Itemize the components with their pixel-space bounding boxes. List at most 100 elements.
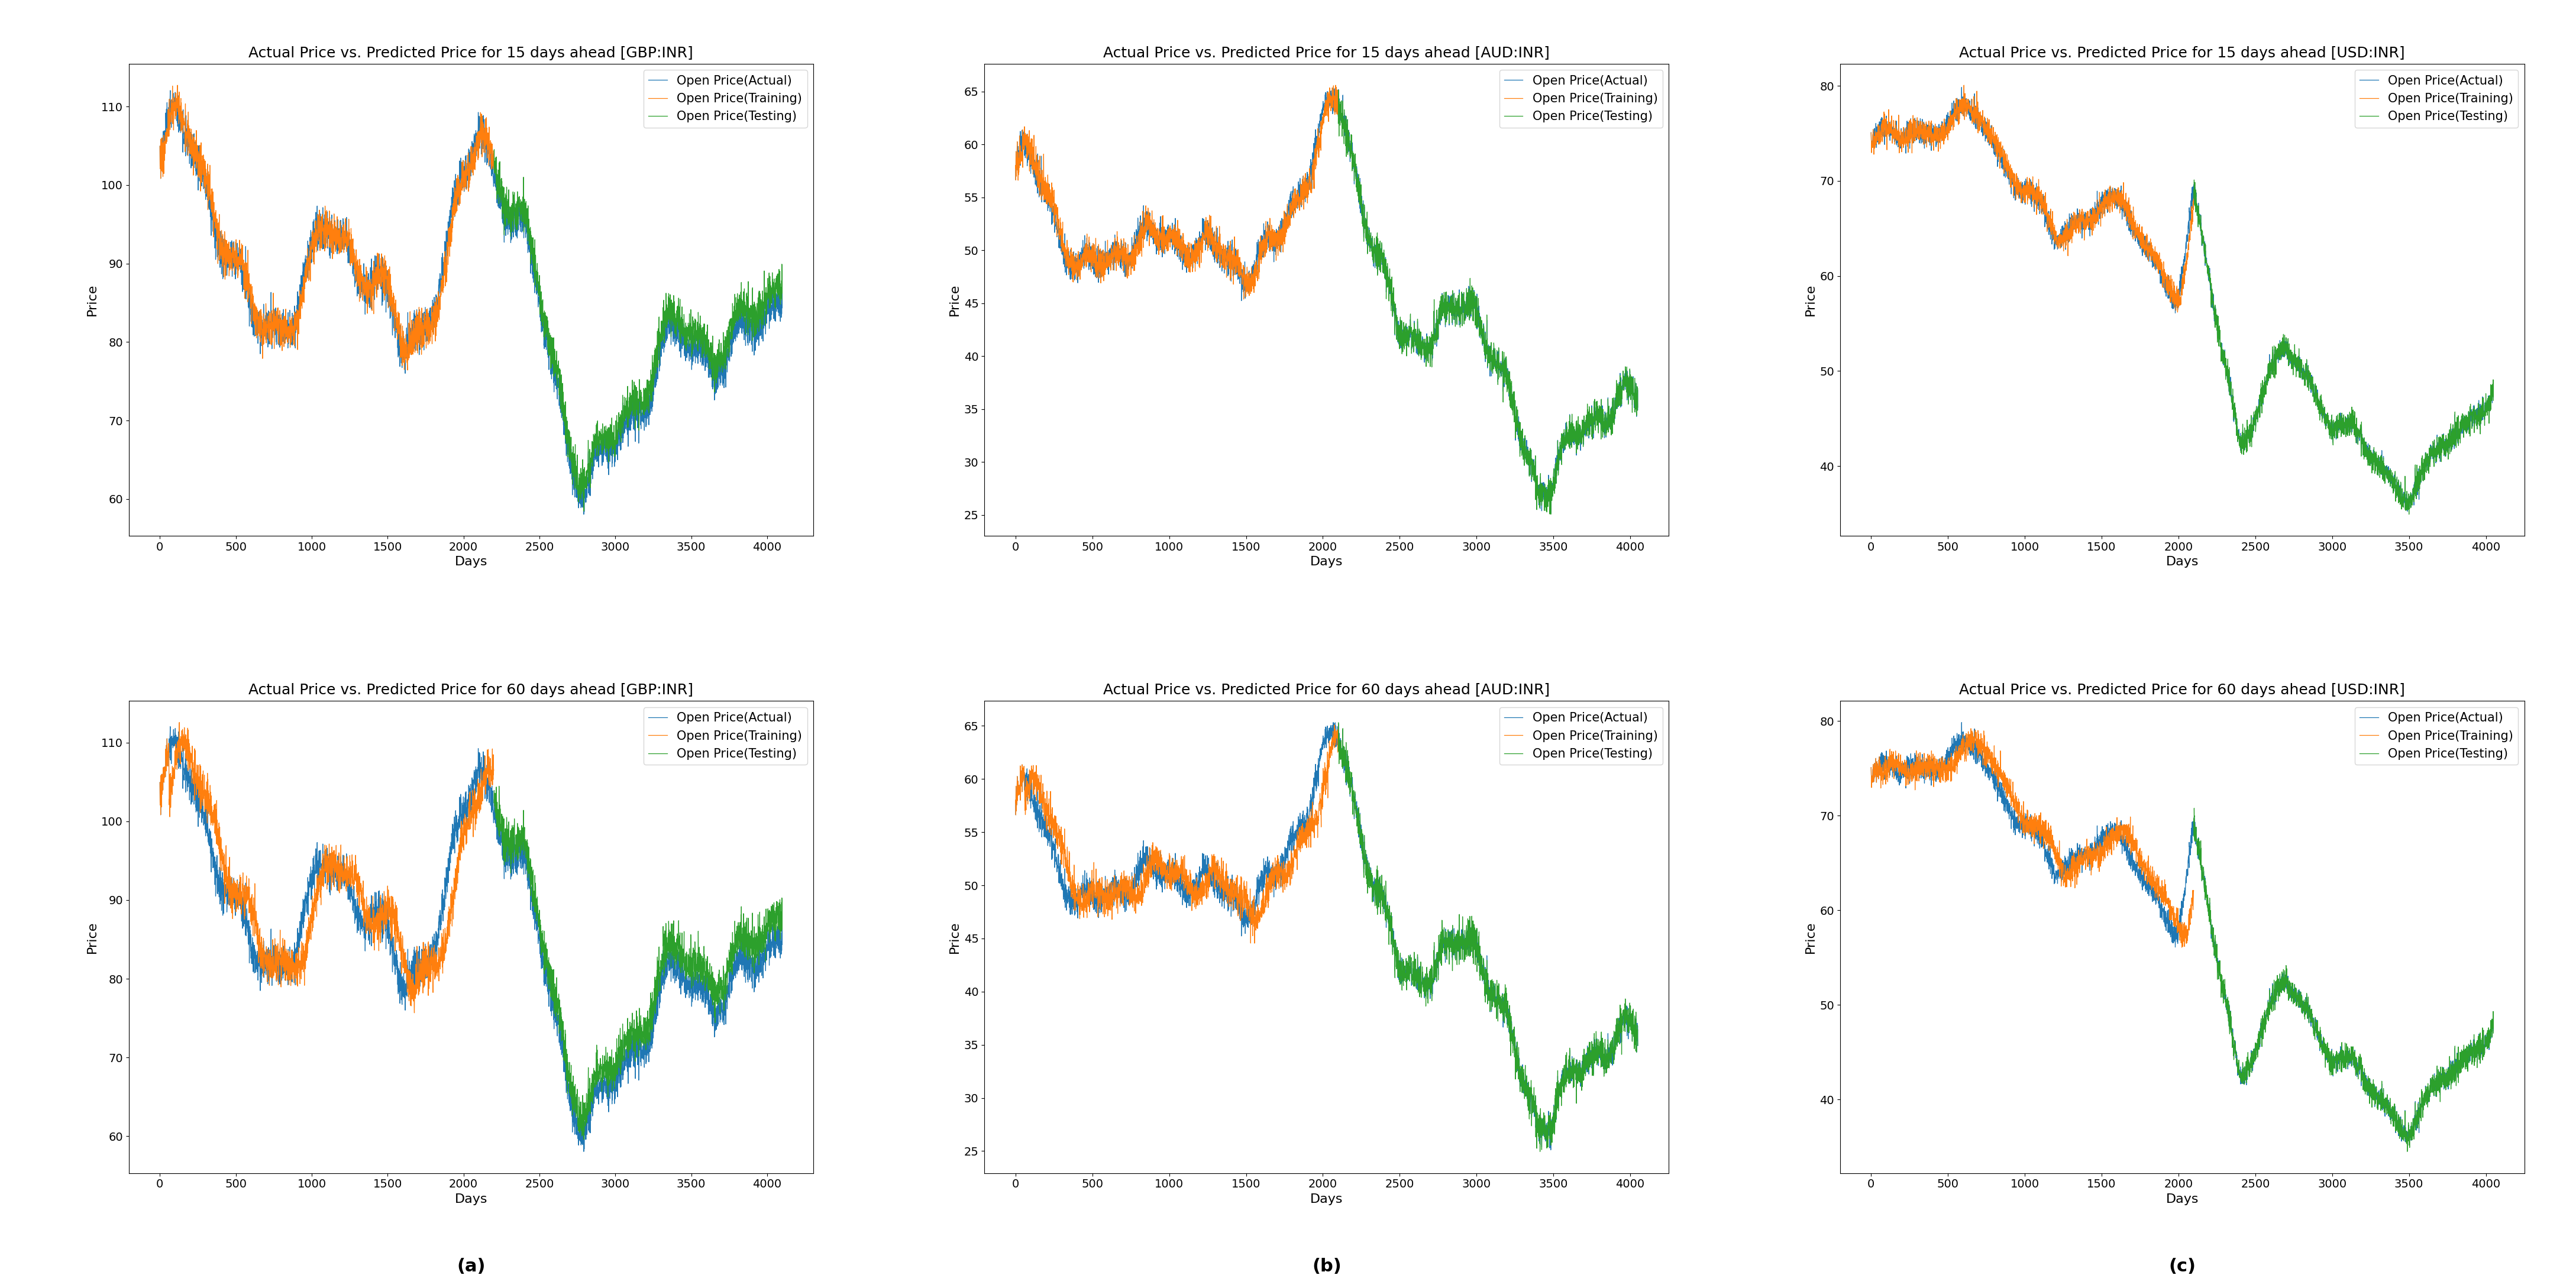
Open Price(Training) (144, 775, 175, 790)
Open Price(Testing) (2197, 300, 2228, 315)
Open Price(Actual) (1015, 159, 1046, 175)
Open Price(Testing) (2239, 405, 2269, 421)
Open Price(Actual) (2455, 1045, 2486, 1061)
Open Price(Actual) (1870, 124, 1901, 139)
Open Price(Actual) (1236, 895, 1267, 910)
Open Price(Actual) (2148, 269, 2179, 284)
Open Price(Actual) (2092, 824, 2123, 839)
X-axis label: Days: Days (2166, 556, 2200, 567)
Line: Open Price(Training): Open Price(Training) (1015, 725, 1337, 944)
Open Price(Actual) (518, 891, 549, 907)
Open Price(Training) (999, 161, 1030, 176)
Open Price(Testing) (2478, 1025, 2509, 1040)
Open Price(Training) (2040, 848, 2071, 863)
Open Price(Training) (162, 78, 193, 93)
Open Price(Testing) (1623, 400, 1654, 416)
Open Price(Training) (1911, 124, 1942, 139)
Open Price(Actual) (2169, 246, 2200, 261)
Open Price(Training) (440, 880, 471, 895)
Open Price(Testing) (1401, 335, 1432, 351)
Legend: Open Price(Actual), Open Price(Training), Open Price(Testing): Open Price(Actual), Open Price(Training)… (644, 708, 806, 765)
Open Price(Testing) (1623, 1038, 1654, 1053)
Open Price(Training) (399, 1005, 430, 1020)
Open Price(Actual) (155, 719, 185, 734)
Open Price(Testing) (2239, 1039, 2269, 1054)
Open Price(Training) (1291, 815, 1321, 830)
Open Price(Testing) (2257, 362, 2287, 377)
Open Price(Testing) (2179, 801, 2210, 816)
Open Price(Testing) (592, 436, 623, 451)
Line: Open Price(Testing): Open Price(Testing) (495, 149, 783, 511)
Open Price(Actual) (688, 993, 719, 1009)
Open Price(Training) (477, 747, 507, 762)
Open Price(Actual) (155, 83, 185, 98)
Open Price(Actual) (2393, 504, 2424, 519)
Open Price(Actual) (461, 122, 492, 138)
Open Price(Testing) (1383, 974, 1414, 989)
Open Price(Training) (1056, 263, 1087, 278)
Y-axis label: Price: Price (948, 283, 961, 316)
Text: (a): (a) (456, 1258, 484, 1275)
X-axis label: Days: Days (1311, 556, 1342, 567)
Open Price(Testing) (546, 1017, 577, 1033)
Open Price(Training) (479, 152, 510, 167)
Open Price(Actual) (999, 161, 1030, 176)
Open Price(Actual) (2393, 1137, 2424, 1153)
Open Price(Actual) (1293, 806, 1324, 821)
Open Price(Testing) (1383, 342, 1414, 357)
Legend: Open Price(Actual), Open Price(Training), Open Price(Testing): Open Price(Actual), Open Price(Training)… (1499, 70, 1662, 128)
Open Price(Actual) (144, 139, 175, 154)
Title: Actual Price vs. Predicted Price for 15 days ahead [USD:INR]: Actual Price vs. Predicted Price for 15 … (1960, 46, 2406, 60)
Open Price(Testing) (768, 922, 799, 937)
Open Price(Training) (1319, 718, 1350, 733)
Open Price(Training) (2115, 198, 2146, 213)
Open Price(Actual) (322, 878, 353, 894)
Open Price(Training) (1855, 125, 1886, 140)
Open Price(Testing) (544, 994, 574, 1010)
Open Price(Testing) (2197, 936, 2228, 951)
Open Price(Testing) (2437, 434, 2468, 449)
Open Price(Actual) (1229, 268, 1260, 283)
Open Price(Testing) (2393, 1144, 2424, 1159)
Open Price(Training) (1056, 270, 1087, 286)
Open Price(Training) (477, 161, 507, 176)
Line: Open Price(Actual): Open Price(Actual) (1015, 723, 1638, 1150)
Legend: Open Price(Actual), Open Price(Training), Open Price(Testing): Open Price(Actual), Open Price(Training)… (2354, 70, 2519, 128)
Title: Actual Price vs. Predicted Price for 60 days ahead [AUD:INR]: Actual Price vs. Predicted Price for 60 … (1103, 683, 1551, 697)
Open Price(Testing) (690, 329, 721, 344)
Line: Open Price(Training): Open Price(Training) (1015, 85, 1337, 300)
Open Price(Testing) (1324, 715, 1355, 731)
Open Price(Testing) (1324, 116, 1355, 131)
Open Price(Testing) (1401, 965, 1432, 980)
Y-axis label: Price: Price (85, 921, 98, 954)
Open Price(Testing) (546, 379, 577, 394)
Open Price(Actual) (1293, 171, 1324, 186)
Open Price(Testing) (2465, 413, 2496, 428)
Open Price(Training) (2166, 940, 2197, 955)
Open Price(Actual) (1015, 793, 1046, 808)
Open Price(Testing) (1610, 370, 1641, 385)
Open Price(Actual) (1535, 506, 1566, 521)
Open Price(Training) (1056, 867, 1087, 882)
Open Price(Testing) (2478, 393, 2509, 408)
Open Price(Training) (379, 944, 410, 959)
Open Price(Actual) (1855, 125, 1886, 140)
Open Price(Training) (144, 139, 175, 154)
Open Price(Actual) (2455, 412, 2486, 427)
Y-axis label: Price: Price (948, 921, 961, 954)
X-axis label: Days: Days (453, 556, 487, 567)
Open Price(Testing) (2465, 1044, 2496, 1060)
Legend: Open Price(Actual), Open Price(Training), Open Price(Testing): Open Price(Actual), Open Price(Training)… (644, 70, 806, 128)
Open Price(Training) (1185, 236, 1216, 251)
Open Price(Training) (222, 891, 252, 907)
Line: Open Price(Testing): Open Price(Testing) (2195, 808, 2494, 1151)
Open Price(Testing) (1582, 405, 1613, 421)
Open Price(Testing) (1582, 1039, 1613, 1054)
Open Price(Training) (999, 796, 1030, 811)
Open Price(Testing) (2257, 1002, 2287, 1017)
Open Price(Testing) (768, 286, 799, 301)
Open Price(Actual) (2084, 827, 2115, 843)
Open Price(Testing) (690, 972, 721, 987)
Open Price(Testing) (484, 779, 515, 794)
Open Price(Training) (1321, 728, 1352, 743)
